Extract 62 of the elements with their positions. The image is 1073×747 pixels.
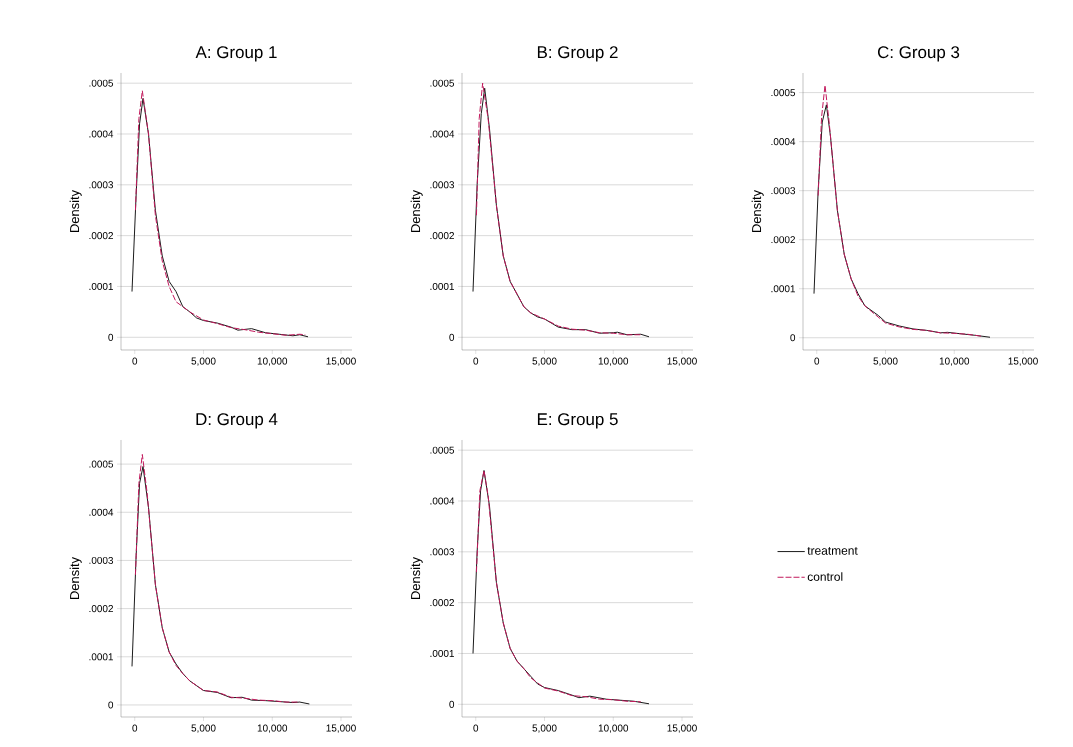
y-tick-label: .0005 [89, 79, 114, 87]
y-tick-label: .0002 [89, 232, 113, 240]
y-tick-label: .0003 [89, 556, 114, 564]
y-tick-label: .0002 [430, 599, 454, 607]
y-axis-title: Density [69, 556, 82, 600]
y-axis-title: Density [69, 189, 82, 233]
x-tick-label: 15,000 [326, 724, 356, 733]
y-tick-label: .0002 [89, 605, 113, 613]
y-tick-label: .0001 [89, 653, 113, 661]
y-tick-label: .0004 [89, 130, 114, 138]
x-tick-label: 15,000 [326, 357, 356, 366]
y-tick-label: .0003 [771, 187, 796, 195]
y-axis-title: Density [410, 189, 423, 233]
y-tick-label: 0 [108, 333, 114, 341]
y-tick-label: 0 [108, 701, 114, 709]
y-tick-label: .0001 [89, 282, 113, 290]
y-tick-label: 0 [790, 334, 796, 342]
y-tick-label: .0003 [89, 181, 114, 189]
x-tick-label: 15,000 [1008, 357, 1038, 366]
y-tick-label: .0005 [89, 460, 114, 468]
x-tick-label: 5,000 [532, 724, 557, 733]
x-tick-label: 10,000 [257, 724, 288, 733]
x-tick-label: 15,000 [667, 724, 697, 733]
chart-title: C: Group 3 [877, 46, 960, 62]
y-tick-label: .0005 [771, 89, 796, 97]
y-tick-label: .0001 [430, 282, 454, 290]
x-tick-label: 10,000 [939, 357, 970, 366]
y-tick-label: .0004 [430, 130, 455, 138]
y-axis-title: Density [410, 556, 423, 600]
x-tick-label: 0 [132, 724, 138, 732]
y-tick-label: .0004 [430, 497, 455, 505]
y-tick-label: .0001 [771, 285, 796, 293]
chart-title: A: Group 1 [195, 46, 277, 62]
chart-title: E: Group 5 [537, 413, 618, 429]
chart-title: D: Group 4 [196, 413, 278, 429]
x-tick-label: 0 [473, 724, 479, 732]
y-tick-label: 0 [449, 333, 455, 341]
x-tick-label: 0 [473, 357, 479, 365]
y-tick-label: .0004 [89, 508, 114, 516]
x-tick-label: 10,000 [257, 357, 288, 366]
x-tick-label: 10,000 [598, 357, 629, 366]
x-tick-label: 5,000 [191, 724, 216, 733]
x-tick-label: 5,000 [191, 357, 216, 366]
x-tick-label: 15,000 [667, 357, 697, 366]
y-tick-label: .0003 [430, 548, 455, 556]
y-tick-label: .0002 [430, 232, 454, 240]
legend-label: treatment [807, 546, 858, 555]
x-tick-label: 5,000 [532, 357, 557, 366]
x-tick-label: 5,000 [873, 357, 898, 366]
legend-label: control [807, 572, 843, 581]
x-tick-label: 0 [132, 357, 138, 365]
chart-title: B: Group 2 [537, 46, 618, 62]
y-tick-label: .0003 [430, 181, 455, 189]
x-tick-label: 0 [814, 357, 820, 365]
x-tick-label: 10,000 [598, 724, 629, 733]
y-tick-label: .0001 [430, 649, 454, 657]
y-tick-label: .0004 [771, 138, 796, 146]
y-tick-label: .0002 [771, 236, 795, 244]
y-axis-title: Density [751, 189, 764, 233]
y-tick-label: .0005 [430, 79, 455, 87]
y-tick-label: .0005 [430, 446, 455, 454]
y-tick-label: 0 [449, 700, 455, 708]
